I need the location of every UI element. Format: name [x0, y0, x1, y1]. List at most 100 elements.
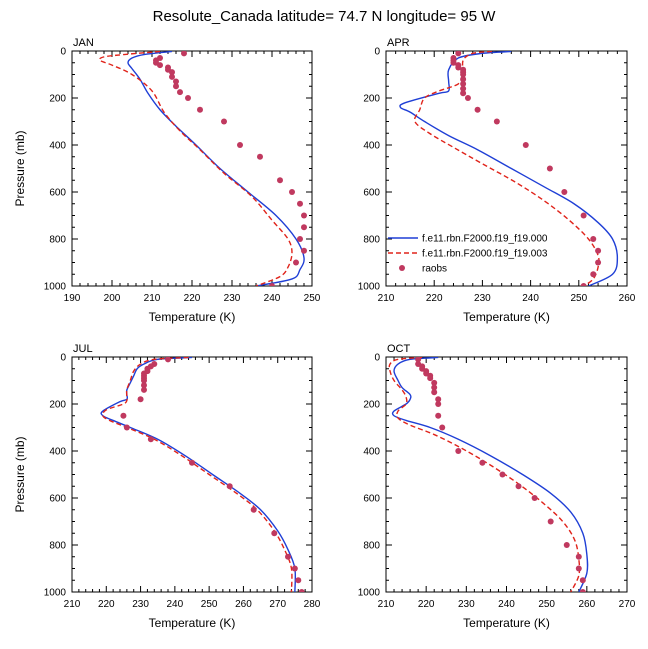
x-tick-label: 240	[522, 293, 539, 304]
raobs-point	[120, 412, 127, 419]
raobs-point	[455, 51, 462, 57]
raobs-point	[147, 436, 154, 443]
raobs-point	[474, 106, 481, 113]
raobs-point	[590, 236, 597, 242]
x-axis-label: Temperature (K)	[149, 616, 236, 630]
raobs-point	[177, 89, 183, 96]
raobs-point	[165, 357, 171, 363]
raobs-point	[590, 271, 597, 278]
raobs-point	[431, 379, 438, 386]
raobs-point	[157, 62, 163, 69]
raobs-point	[295, 577, 302, 584]
x-axis-label: Temperature (K)	[463, 616, 550, 630]
x-tick-label: 220	[98, 599, 115, 610]
x-tick-label: 250	[570, 293, 587, 304]
y-tick-label: 400	[49, 141, 66, 152]
raobs-point	[431, 389, 438, 396]
x-axis-label: Temperature (K)	[463, 310, 550, 324]
y-tick-label: 200	[49, 400, 66, 411]
raobs-point	[298, 589, 305, 592]
y-tick-label: 1000	[44, 588, 67, 599]
series-line-003	[388, 357, 581, 592]
raobs-point	[141, 377, 147, 384]
raobs-point	[185, 95, 191, 101]
y-tick-label: 0	[60, 353, 66, 364]
raobs-point	[301, 247, 307, 254]
data-layer	[100, 357, 305, 592]
y-tick-label: 600	[363, 188, 380, 199]
plot-frame	[71, 356, 313, 593]
y-axis-label: Pressure (mb)	[13, 130, 27, 206]
plot-frame	[71, 50, 313, 287]
raobs-point	[563, 542, 570, 548]
plot-frame	[385, 356, 628, 593]
raobs-point	[181, 51, 187, 57]
raobs-point	[277, 177, 283, 184]
x-tick-label: 280	[304, 599, 321, 610]
series-line-000	[100, 357, 297, 592]
raobs-point	[515, 483, 522, 490]
chart-panel-apr: APR 210 220 230 240 250 260 0 200 400 600 800 1000 Te…	[358, 37, 636, 324]
raobs-point	[580, 212, 587, 219]
raobs-point	[427, 375, 434, 382]
raobs-point	[301, 224, 307, 231]
series-line-000	[391, 357, 589, 592]
legend-label: raobs	[422, 264, 447, 275]
data-layer	[98, 51, 307, 286]
panel-label: JAN	[73, 37, 94, 49]
raobs-point	[271, 530, 278, 537]
raobs-point	[289, 189, 295, 195]
raobs-point	[575, 565, 582, 572]
raobs-point	[301, 212, 307, 219]
raobs-point	[291, 565, 298, 572]
x-tick-label: 220	[184, 293, 201, 304]
x-axis-label: Temperature (K)	[149, 310, 236, 324]
raobs-point	[455, 448, 462, 454]
raobs-point	[431, 384, 438, 391]
x-tick-label: 270	[619, 599, 636, 610]
raobs-point	[595, 247, 602, 254]
legend-label: f.e11.rbn.F2000.f19_f19.003	[422, 249, 548, 260]
raobs-point	[579, 577, 586, 584]
x-tick-label: 250	[304, 293, 321, 304]
raobs-point	[439, 424, 446, 431]
raobs-point	[450, 59, 457, 66]
x-tick-label: 250	[538, 599, 555, 610]
x-tick-label: 220	[418, 599, 435, 610]
raobs-point	[464, 95, 471, 101]
y-tick-label: 0	[374, 47, 380, 58]
x-tick-label: 230	[458, 599, 475, 610]
x-tick-label: 200	[104, 293, 121, 304]
raobs-point	[580, 283, 587, 286]
raobs-point	[169, 73, 175, 80]
raobs-point	[561, 189, 568, 195]
panel-label: JUL	[73, 343, 93, 355]
x-tick-label: 260	[235, 599, 252, 610]
x-tick-label: 260	[578, 599, 595, 610]
series-line-000	[127, 51, 305, 286]
raobs-point	[595, 259, 602, 266]
y-tick-label: 400	[49, 447, 66, 458]
x-tick-label: 210	[378, 599, 395, 610]
raobs-point	[547, 518, 554, 525]
raobs-point	[460, 85, 467, 92]
raobs-point	[479, 459, 486, 466]
series-line-003	[101, 357, 293, 592]
raobs-point	[435, 401, 442, 407]
x-tick-label: 190	[64, 293, 81, 304]
raobs-point	[297, 200, 303, 207]
y-tick-label: 0	[60, 47, 66, 58]
x-tick-label: 230	[132, 599, 149, 610]
raobs-point	[137, 396, 144, 403]
y-tick-label: 800	[363, 235, 380, 246]
chart-panel-jul: JUL 210 220 230 240 250 260 270 280 0 200 400 600 800…	[13, 343, 321, 630]
x-tick-label: 240	[498, 599, 515, 610]
raobs-point	[575, 553, 582, 560]
panel-label: OCT	[387, 343, 411, 355]
x-tick-label: 210	[144, 293, 161, 304]
x-tick-label: 230	[224, 293, 241, 304]
series-line-003	[98, 51, 293, 286]
raobs-point	[173, 78, 179, 85]
x-tick-label: 260	[619, 293, 636, 304]
raobs-point	[141, 382, 147, 389]
